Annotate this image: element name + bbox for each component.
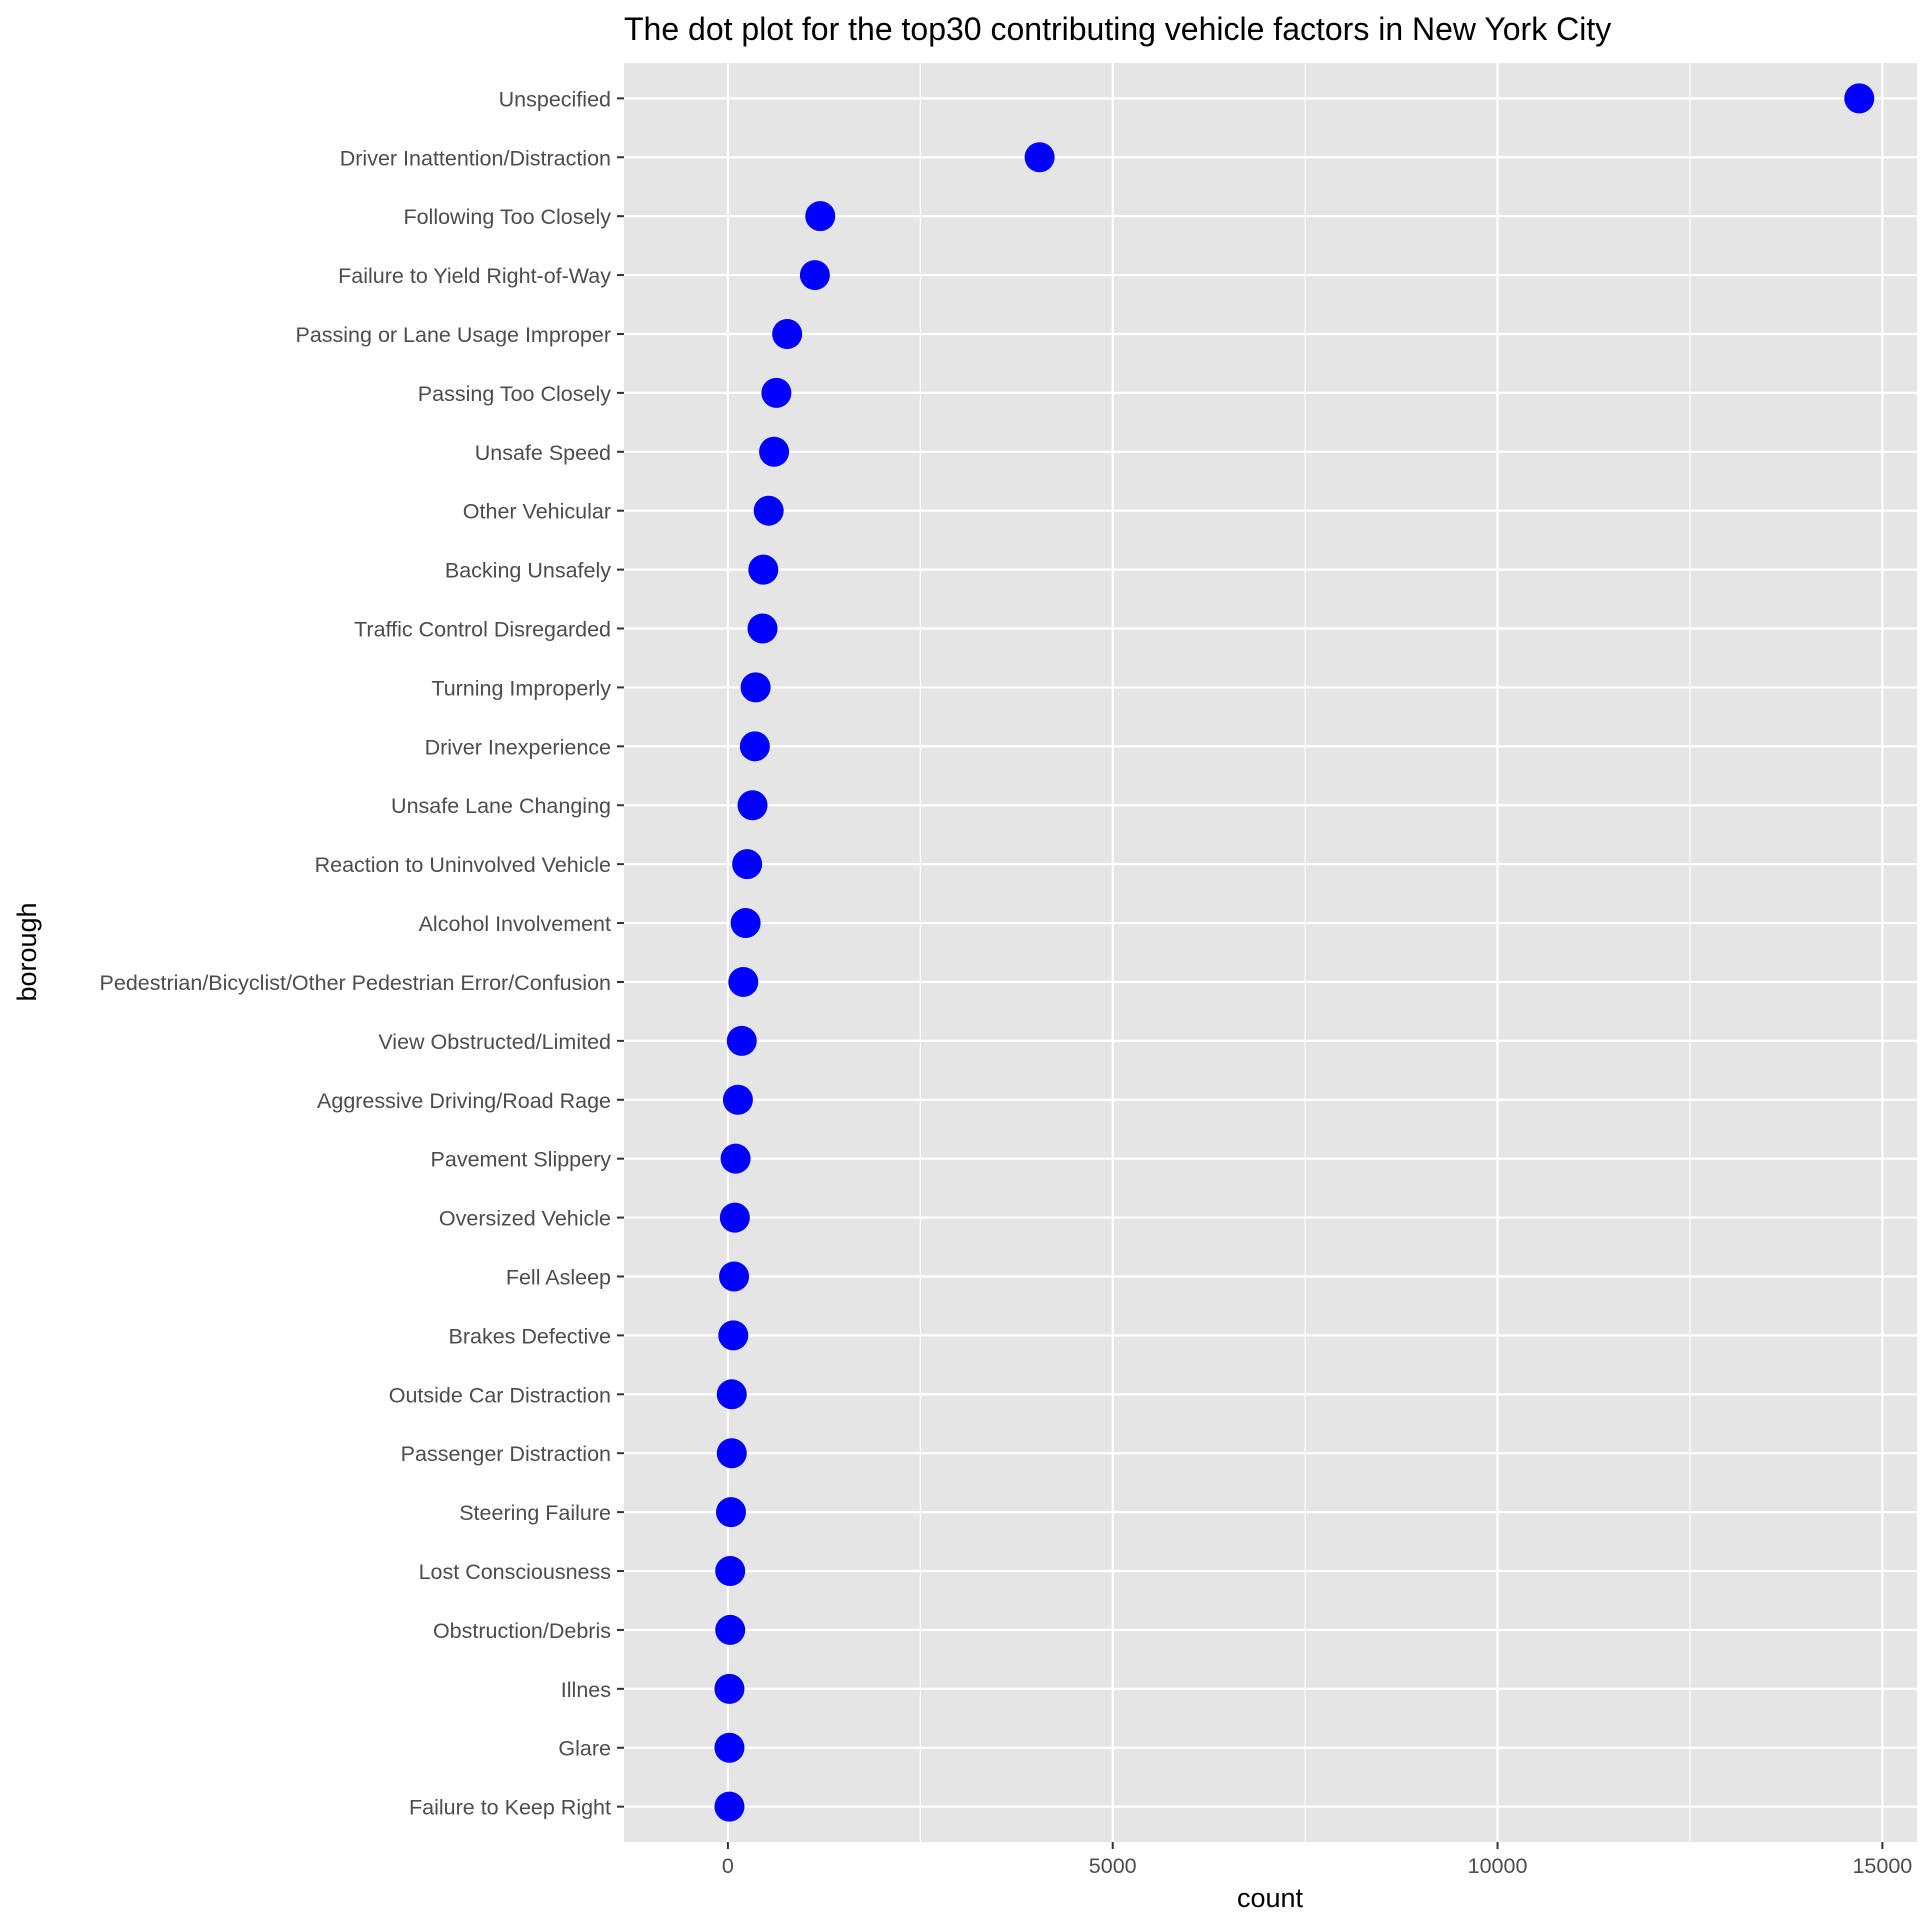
data-point (753, 495, 784, 526)
y-tick-label: View Obstructed/Limited (378, 1030, 611, 1054)
y-tick-label: Reaction to Uninvolved Vehicle (315, 853, 611, 877)
data-point (728, 966, 759, 997)
y-tick-label: Outside Car Distraction (389, 1383, 611, 1407)
data-point (747, 613, 778, 644)
data-point (799, 260, 830, 291)
data-point (715, 1614, 746, 1645)
data-point (759, 436, 790, 467)
data-point (715, 1497, 746, 1528)
x-tick-label: 5000 (1089, 1854, 1137, 1878)
data-point (1024, 142, 1055, 173)
data-point (737, 790, 768, 821)
data-point (726, 1025, 757, 1056)
data-point (719, 1202, 750, 1233)
y-tick-label: Illnes (561, 1678, 611, 1702)
y-tick-label: Failure to Yield Right-of-Way (338, 264, 611, 288)
y-tick-label: Fell Asleep (506, 1265, 611, 1289)
data-point (1844, 83, 1875, 114)
data-point (730, 908, 761, 939)
data-point (772, 318, 803, 349)
data-point (720, 1143, 751, 1174)
y-tick-label: Other Vehicular (463, 500, 611, 524)
y-tick-label: Aggressive Driving/Road Rage (317, 1089, 611, 1113)
y-tick-label: Lost Consciousness (419, 1560, 611, 1584)
data-point (714, 1732, 745, 1763)
data-points (714, 83, 1875, 1822)
data-point (715, 1556, 746, 1587)
data-point (716, 1379, 747, 1410)
data-point (714, 1673, 745, 1704)
data-point (719, 1261, 750, 1292)
data-point (739, 731, 770, 762)
plot-panel (624, 63, 1917, 1842)
x-tick-label: 15000 (1852, 1854, 1912, 1878)
data-point (722, 1084, 753, 1115)
data-point (805, 201, 836, 232)
data-point (740, 672, 771, 703)
y-tick-label: Obstruction/Debris (433, 1619, 611, 1643)
data-point (718, 1320, 749, 1351)
grid-lines (624, 63, 1917, 1842)
y-tick-label: Unsafe Speed (475, 441, 611, 465)
y-tick-label: Unspecified (499, 87, 611, 111)
y-tick-label: Pavement Slippery (431, 1148, 612, 1172)
y-axis-title: borough (12, 902, 42, 1001)
y-tick-label: Failure to Keep Right (409, 1796, 611, 1820)
y-tick-label: Passing or Lane Usage Improper (295, 323, 611, 347)
data-point (748, 554, 779, 585)
y-tick-label: Unsafe Lane Changing (391, 794, 611, 818)
y-tick-label: Backing Unsafely (445, 559, 611, 583)
x-tick-label: 0 (722, 1854, 734, 1878)
x-axis-ticks: 0 5000 10000 15000 (722, 1842, 1912, 1878)
y-tick-label: Following Too Closely (403, 205, 611, 229)
data-point (761, 377, 792, 408)
chart-title: The dot plot for the top30 contributing … (624, 11, 1611, 47)
x-tick-label: 10000 (1468, 1854, 1528, 1878)
y-tick-label: Steering Failure (459, 1501, 611, 1525)
y-tick-label: Driver Inexperience (425, 735, 611, 759)
x-axis-title: count (1237, 1883, 1304, 1913)
y-tick-label: Alcohol Involvement (419, 912, 611, 936)
y-tick-label: Passenger Distraction (401, 1442, 611, 1466)
y-tick-label: Oversized Vehicle (439, 1207, 611, 1231)
y-tick-label: Brakes Defective (448, 1324, 611, 1348)
y-tick-label: Glare (558, 1737, 611, 1761)
y-axis-ticks: Unspecified Driver Inattention/Distractio… (100, 87, 624, 1820)
y-tick-label: Driver Inattention/Distraction (340, 146, 611, 170)
y-tick-label: Traffic Control Disregarded (354, 618, 611, 642)
y-tick-label: Turning Improperly (431, 676, 611, 700)
y-tick-label: Passing Too Closely (418, 382, 611, 406)
y-tick-label: Pedestrian/Bicyclist/Other Pedestrian Er… (100, 971, 611, 995)
data-point (716, 1438, 747, 1469)
data-point (714, 1791, 745, 1822)
data-point (732, 849, 763, 880)
